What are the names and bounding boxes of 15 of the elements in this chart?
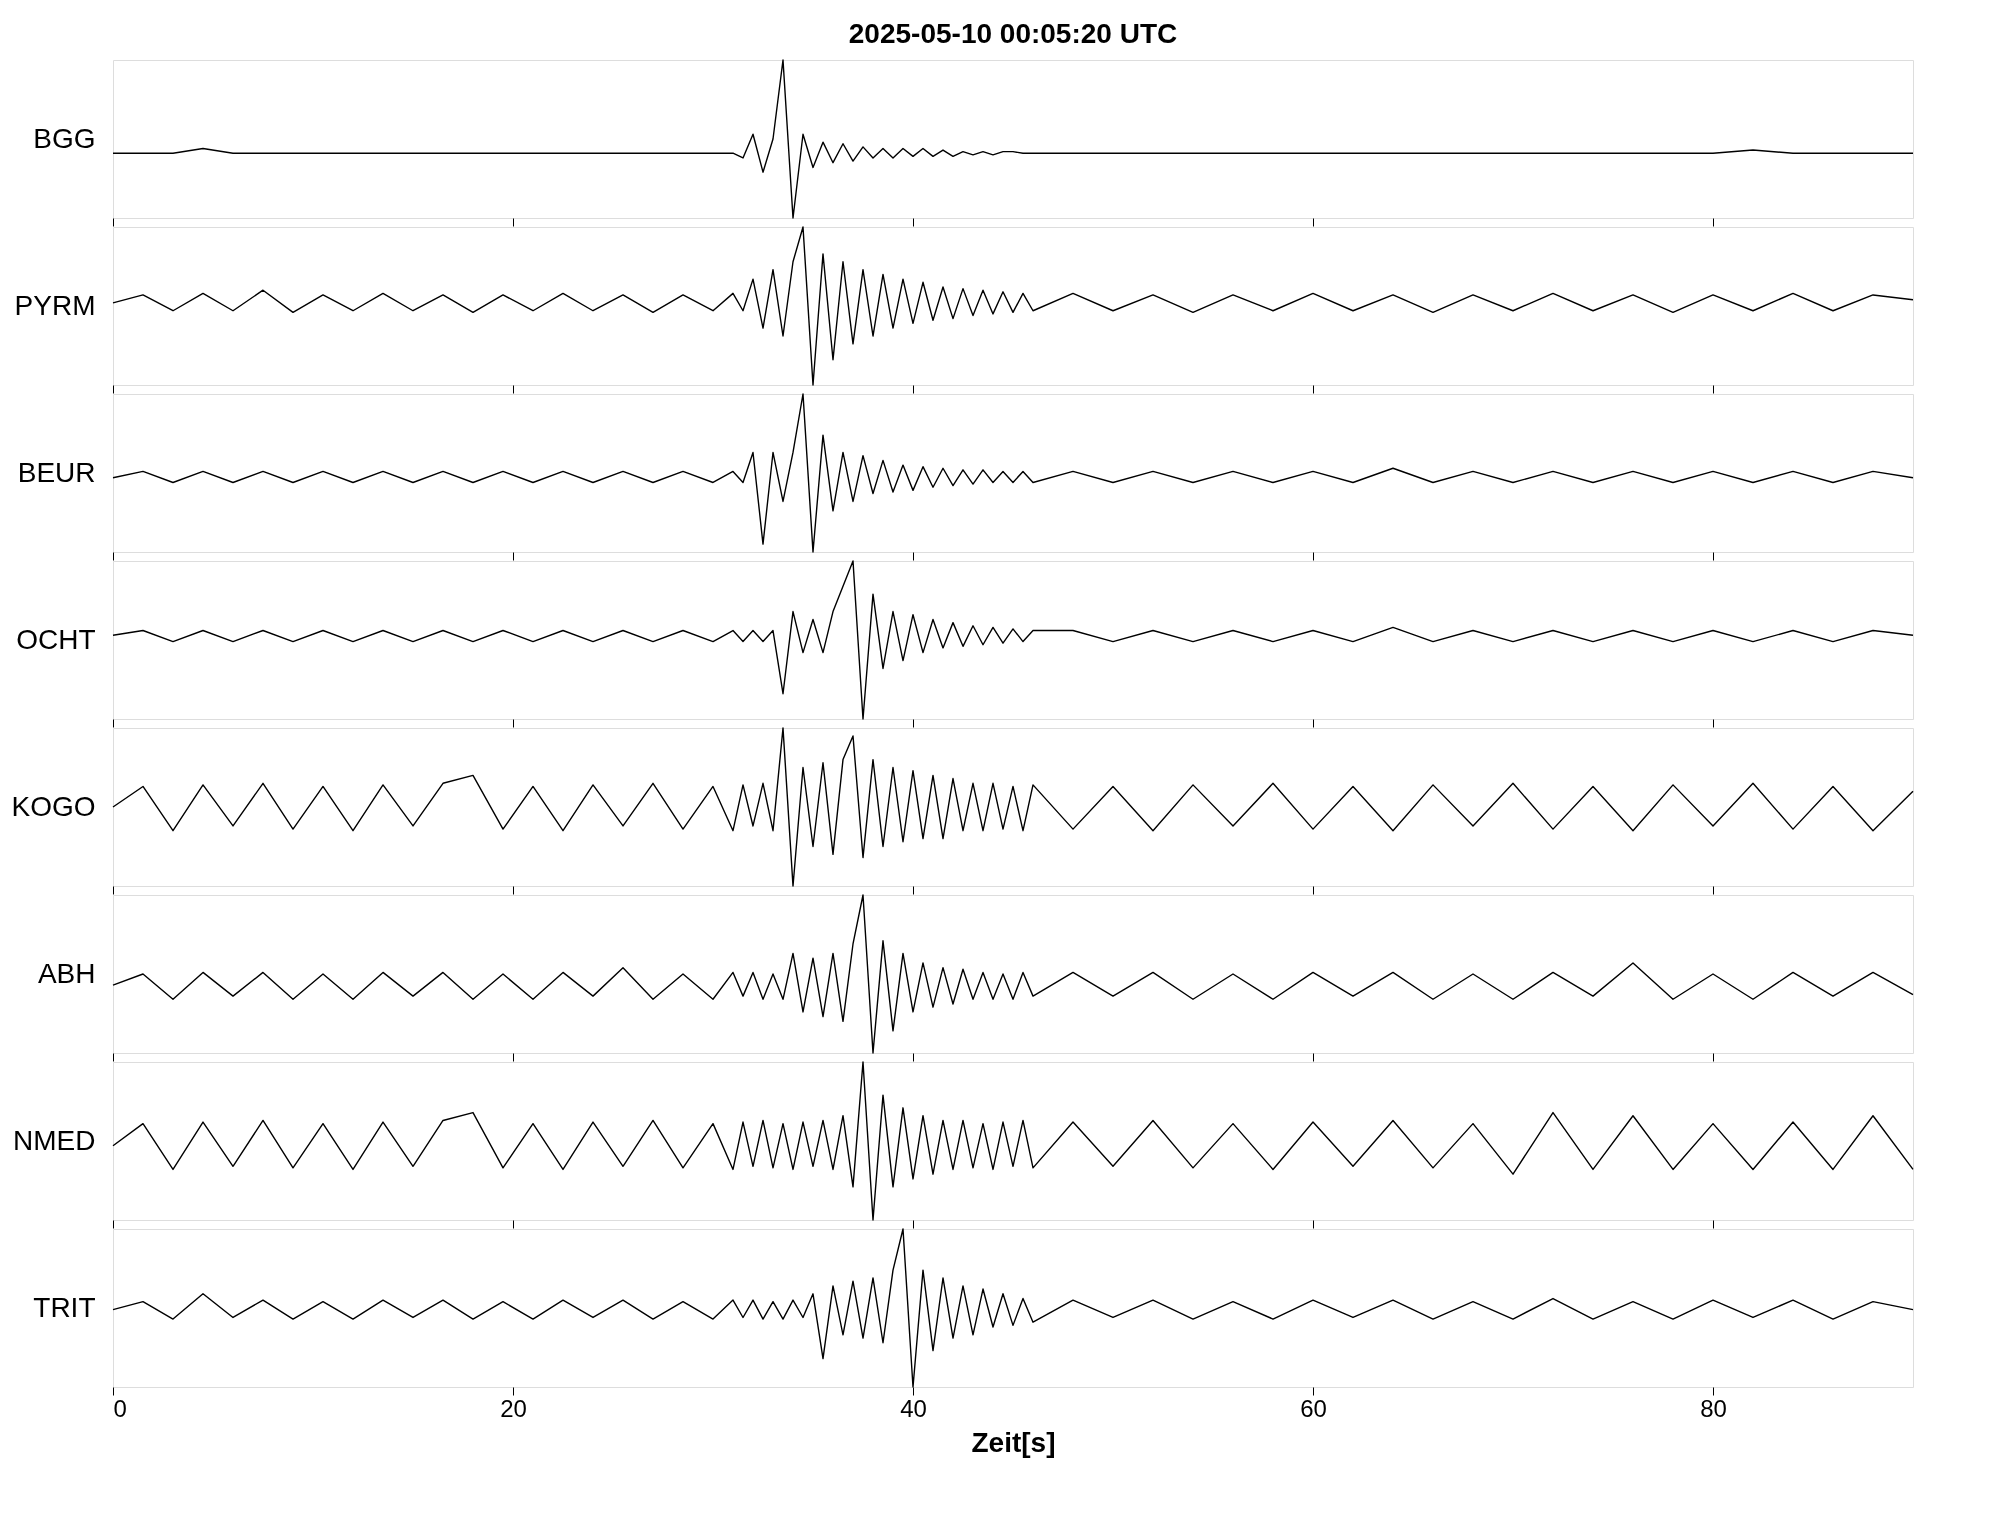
x-tick-label: 40 (900, 1394, 927, 1422)
y-axis-title: KOGO (11, 790, 96, 822)
y-axis-title: PYRM (14, 289, 96, 321)
y-axis-title: ABH (37, 957, 96, 989)
x-axis-title: Zeit[s] (971, 1426, 1056, 1458)
y-axis-title: BGG (33, 122, 96, 154)
y-axis-title: TRIT (33, 1291, 96, 1323)
x-tick-label: 80 (1700, 1394, 1727, 1422)
chart-title: 2025-05-10 00:05:20 UTC (848, 18, 1178, 50)
x-tick-label: 0 (113, 1394, 127, 1422)
y-axis-title: NMED (13, 1124, 96, 1156)
x-tick-label: 20 (500, 1394, 527, 1422)
x-tick-label: 60 (1300, 1394, 1327, 1422)
y-axis-title: OCHT (16, 623, 96, 655)
y-axis-title: BEUR (17, 456, 96, 488)
